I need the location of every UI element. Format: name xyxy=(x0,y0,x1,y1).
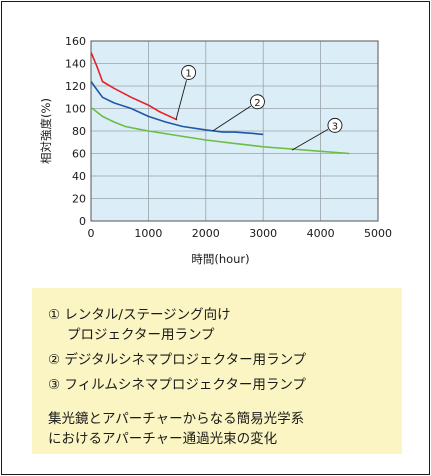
y-tick-label: 0 xyxy=(79,215,86,228)
caption-note-line2: におけるアパーチャー通過光束の変化 xyxy=(48,431,278,447)
x-tick-label: 5000 xyxy=(364,227,392,240)
annotation-label-2: 2 xyxy=(254,98,260,109)
relative-intensity-chart: 0 20 40 60 80 100 120 140 160 0 1000 2000 3000 4000 50… xyxy=(39,35,392,266)
x-tick-label: 1000 xyxy=(134,227,162,240)
y-tick-label: 80 xyxy=(72,125,86,138)
annotation-label-3: 3 xyxy=(332,121,338,132)
plot-border xyxy=(90,40,379,222)
y-tick-label: 40 xyxy=(72,170,86,183)
x-tick-label: 4000 xyxy=(307,227,335,240)
legend-item-1: ① レンタル/ステージング向け xyxy=(48,307,231,323)
annotation-leader-1 xyxy=(175,80,187,120)
legend-item-2: ② デジタルシネマプロジェクター用ランプ xyxy=(48,352,307,368)
legend-caption-box xyxy=(32,288,402,454)
y-tick-label: 20 xyxy=(72,193,86,206)
caption-note-line1: 集光鏡とアパーチャーからなる簡易光学系 xyxy=(48,411,305,427)
series-line-3 xyxy=(90,106,350,155)
x-tick-label: 0 xyxy=(88,227,95,240)
x-axis-label: 時間(hour) xyxy=(191,252,249,266)
x-tick-label: 3000 xyxy=(249,227,277,240)
series-line-2 xyxy=(90,81,264,136)
y-tick-label: 60 xyxy=(72,148,86,161)
annotation-leader-3 xyxy=(291,128,329,151)
series-line-1 xyxy=(90,51,178,121)
annotation-marker-2 xyxy=(250,94,265,110)
y-axis-label: 相対強度(%) xyxy=(39,98,53,164)
y-tick-label: 140 xyxy=(65,58,86,71)
annotation-marker-3 xyxy=(327,117,343,133)
y-tick-label: 100 xyxy=(65,103,86,116)
annotation-leader-2 xyxy=(212,105,252,132)
y-tick-label: 120 xyxy=(65,80,86,93)
legend-item-1-continued: プロジェクター用ランプ xyxy=(67,327,215,343)
y-tick-label: 160 xyxy=(65,35,86,48)
annotation-marker-1 xyxy=(181,65,197,80)
annotation-label-1: 1 xyxy=(185,69,191,80)
x-tick-label: 2000 xyxy=(192,227,220,240)
legend-item-3: ③ フィルムシネマプロジェクター用ランプ xyxy=(48,377,306,393)
